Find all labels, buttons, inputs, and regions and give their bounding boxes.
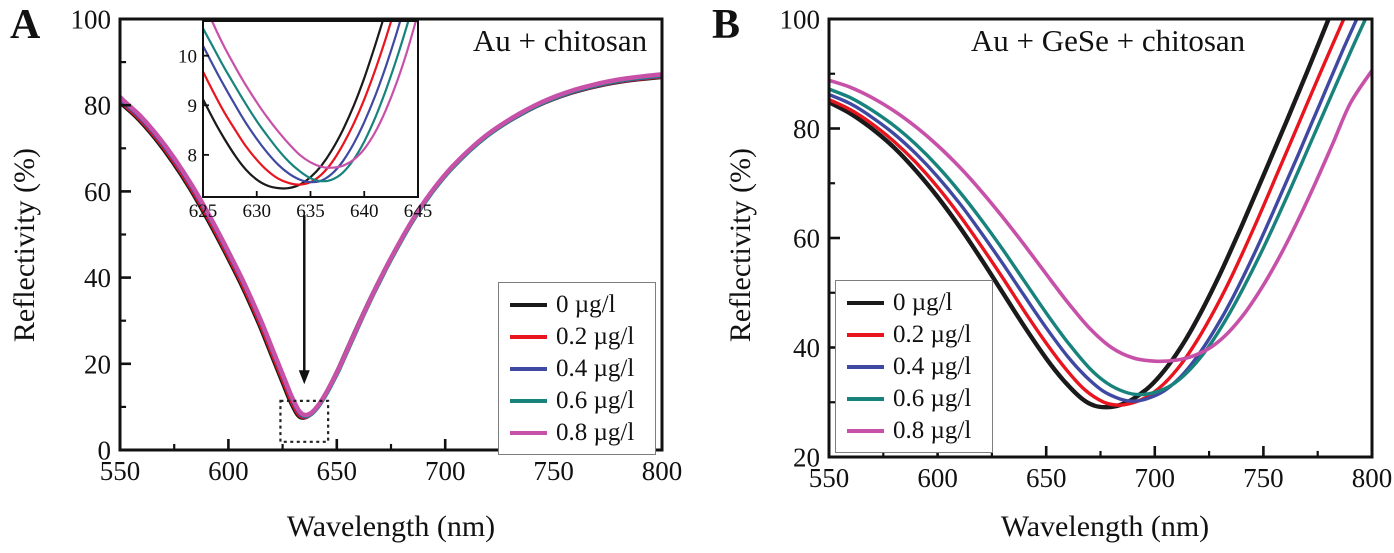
panel-b-main-y-tick-label: 100 <box>780 4 821 34</box>
legend-line-swatch <box>847 428 884 433</box>
panel-a-main-y-tick-label: 60 <box>84 177 111 207</box>
panel-b-main-x-tick-label: 800 <box>1352 463 1393 493</box>
legend-label: 0.6 µg/l <box>893 385 972 412</box>
panel-a-y-axis-label: Reflectivity (%) <box>8 147 41 343</box>
panel-a-main-x-tick-label: 800 <box>642 456 683 486</box>
inset-pointer-arrow-head <box>298 370 310 385</box>
legend-line-swatch <box>847 300 884 305</box>
panel-a-inset-x-tick-label: 625 <box>189 201 218 222</box>
panel-a-inset-plot-area <box>203 21 418 190</box>
panel-a-legend: 0 µg/l 0.2 µg/l 0.4 µg/l 0.6 µg/l 0.8 µg/l <box>498 282 656 455</box>
legend-line-swatch <box>510 334 547 339</box>
panel-b-main-plot-area <box>829 19 1372 410</box>
legend-item: 0 µg/l <box>507 292 647 317</box>
panel-a-x-axis-label: Wavelength (nm) <box>286 510 496 543</box>
panel-b-main-x-tick-label: 750 <box>1243 463 1284 493</box>
panel-b-main-x-tick-label: 600 <box>917 463 958 493</box>
legend-line-swatch <box>847 396 884 401</box>
panel-b-y-axis-label: Reflectivity (%) <box>724 147 757 343</box>
legend-label: 0.6 µg/l <box>556 387 635 414</box>
legend-label: 0.8 µg/l <box>556 419 635 446</box>
panel-a-main-y-tick-label: 20 <box>84 349 111 379</box>
panel-a-inset-y-tick-label: 9 <box>188 96 198 117</box>
panel-a-main-series-line-4 <box>120 72 662 418</box>
legend-line-swatch <box>510 430 547 435</box>
panel-b-main-x-tick-label: 650 <box>1026 463 1067 493</box>
panel-b-main-series-line-3 <box>829 19 1368 397</box>
panel-a-main-y-tick-label: 40 <box>84 263 111 293</box>
panel-a-inset-x-tick-label: 630 <box>243 201 272 222</box>
panel-a-main-y-tick-label: 80 <box>84 91 111 121</box>
panel-b-legend: 0 µg/l 0.2 µg/l 0.4 µg/l 0.6 µg/l 0.8 µg/l <box>835 280 993 453</box>
legend-label: 0.4 µg/l <box>556 355 635 382</box>
panel-b-main-y-tick-label: 20 <box>793 442 820 472</box>
legend-label: 0 µg/l <box>556 291 616 318</box>
panel-a-inset-series-line-1 <box>203 21 393 186</box>
legend-line-swatch <box>510 398 547 403</box>
legend-line-swatch <box>847 332 884 337</box>
panel-b-main-series-line-1 <box>829 19 1346 407</box>
legend-line-swatch <box>847 364 884 369</box>
legend-line-swatch <box>510 366 547 371</box>
panel-a-main-x-tick-label: 550 <box>100 456 141 486</box>
panel-b-title: Au + GeSe + chitosan <box>970 23 1246 58</box>
panel-a-label: A <box>10 2 41 48</box>
legend-label: 0.4 µg/l <box>893 353 972 380</box>
legend-label: 0.8 µg/l <box>893 417 972 444</box>
panel-a-inset-y-tick-label: 10 <box>178 46 197 67</box>
legend-item: 0.8 µg/l <box>507 420 647 445</box>
panel-b-main-series-line-2 <box>829 19 1359 403</box>
panel-b-main-y-tick-label: 60 <box>793 223 820 253</box>
panel-b-main-y-tick-label: 40 <box>793 333 820 363</box>
panel-a-inset-y-tick-label: 8 <box>188 146 198 167</box>
panel-a-inset-series-line-4 <box>210 21 418 169</box>
legend-item: 0.8 µg/l <box>844 418 984 443</box>
legend-item: 0.4 µg/l <box>844 354 984 379</box>
panel-a-inset-series-line-2 <box>203 21 402 184</box>
panel-b-x-axis-label: Wavelength (nm) <box>1000 510 1210 543</box>
panel-a-main-plot-area <box>120 72 662 420</box>
legend-item: 0.4 µg/l <box>507 356 647 381</box>
panel-a-inset-x-tick-label: 635 <box>296 201 325 222</box>
panel-a-main-x-tick-label: 650 <box>317 456 358 486</box>
panel-a-main-y-tick-label: 100 <box>71 4 112 34</box>
panel-a-inset-x-tick-label: 645 <box>404 201 433 222</box>
panel-a-title: Au + chitosan <box>472 23 648 58</box>
legend-label: 0.2 µg/l <box>556 323 635 350</box>
panel-b-main-series-line-0 <box>829 19 1331 410</box>
panel-b-label: B <box>712 2 741 48</box>
legend-label: 0 µg/l <box>893 289 953 316</box>
panel-a-main-x-tick-label: 700 <box>425 456 466 486</box>
panel-a-main-x-tick-label: 750 <box>533 456 574 486</box>
legend-item: 0.2 µg/l <box>844 322 984 347</box>
panel-b-main-x-tick-label: 700 <box>1135 463 1176 493</box>
panel-b-main-series-line-4 <box>829 68 1372 364</box>
legend-label: 0.2 µg/l <box>893 321 972 348</box>
panel-a-main-x-tick-label: 600 <box>208 456 249 486</box>
legend-item: 0.2 µg/l <box>507 324 647 349</box>
legend-line-swatch <box>510 302 547 307</box>
legend-item: 0 µg/l <box>844 290 984 315</box>
legend-item: 0.6 µg/l <box>507 388 647 413</box>
panel-a-inset-x-tick-label: 640 <box>350 201 379 222</box>
panel-b-main-x-tick-label: 550 <box>809 463 850 493</box>
panel-b-main-y-tick-label: 80 <box>793 114 820 144</box>
legend-item: 0.6 µg/l <box>844 386 984 411</box>
panel-a-inset-series-line-3 <box>203 21 410 183</box>
panel-a-main-y-tick-label: 0 <box>98 435 112 465</box>
resonance-minimum-dotted-box <box>279 399 330 443</box>
